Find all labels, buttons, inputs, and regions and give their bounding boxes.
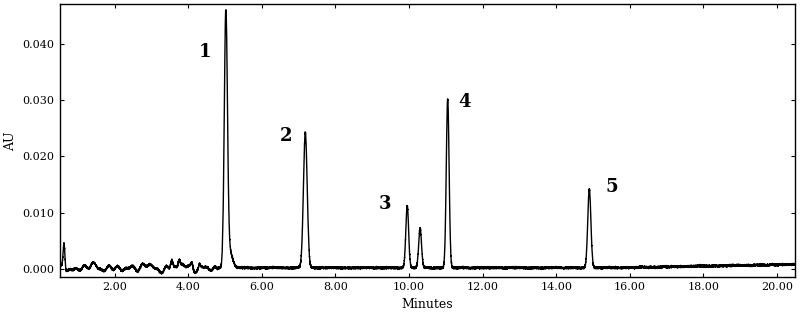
Text: 5: 5 [605, 178, 618, 196]
Text: 2: 2 [279, 127, 292, 145]
X-axis label: Minutes: Minutes [402, 298, 454, 311]
Text: 3: 3 [379, 195, 391, 213]
Text: 4: 4 [458, 93, 470, 111]
Text: 1: 1 [198, 43, 211, 60]
Y-axis label: AU: AU [4, 131, 17, 151]
